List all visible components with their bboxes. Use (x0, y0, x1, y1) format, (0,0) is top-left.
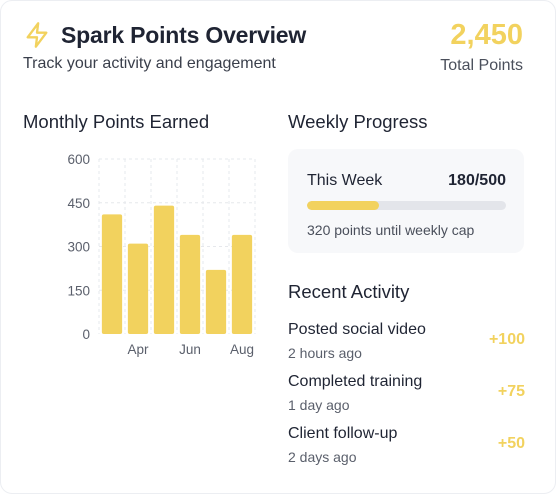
weekly-progress-card: This Week 180/500 320 points until weekl… (288, 149, 524, 253)
x-tick-label: Apr (127, 342, 149, 357)
bar-apr (127, 243, 149, 334)
activity-time: 2 hours ago (288, 345, 362, 361)
activity-name: Posted social video (288, 321, 426, 338)
weekly-progress-title: Weekly Progress (288, 111, 428, 132)
progress-track (307, 201, 506, 210)
activity-points: +50 (497, 435, 525, 452)
progress-note: 320 points until weekly cap (307, 222, 475, 238)
total-points-value: 2,450 (450, 19, 523, 51)
y-tick-label: 0 (82, 327, 90, 342)
progress-value: 180/500 (448, 172, 506, 189)
list-item: Posted social video 2 hours ago +100 (288, 321, 526, 373)
bar-jun (179, 234, 201, 334)
y-tick-label: 150 (67, 283, 90, 298)
activity-name: Client follow-up (288, 425, 398, 442)
activity-time: 1 day ago (288, 397, 350, 413)
progress-label: This Week (307, 172, 383, 189)
activity-name: Completed training (288, 373, 423, 390)
list-item: Completed training 1 day ago +75 (288, 373, 526, 425)
y-tick-label: 600 (67, 152, 90, 167)
bar-jul (205, 269, 227, 334)
page-subtitle: Track your activity and engagement (23, 55, 276, 72)
page-title: Spark Points Overview (61, 22, 307, 48)
lightning-bolt-icon (26, 22, 48, 48)
x-tick-label: Jun (179, 342, 201, 357)
bar-mar (101, 214, 123, 334)
bar-may (153, 205, 175, 334)
list-item: Client follow-up 2 days ago +50 (288, 425, 526, 477)
bar-aug (231, 234, 253, 334)
total-points-label: Total Points (440, 57, 523, 74)
recent-activity-title: Recent Activity (288, 281, 410, 302)
chart-title: Monthly Points Earned (23, 111, 210, 132)
y-tick-label: 300 (67, 240, 90, 255)
activity-time: 2 days ago (288, 449, 357, 465)
activity-list: Posted social video 2 hours ago +100 Com… (288, 321, 526, 477)
monthly-points-chart: 0 150 300 450 600 Apr Jun Aug (67, 152, 256, 357)
y-tick-label: 450 (67, 196, 90, 211)
progress-fill (307, 201, 379, 210)
activity-points: +100 (488, 331, 525, 348)
activity-points: +75 (497, 383, 525, 400)
x-tick-label: Aug (230, 342, 254, 357)
